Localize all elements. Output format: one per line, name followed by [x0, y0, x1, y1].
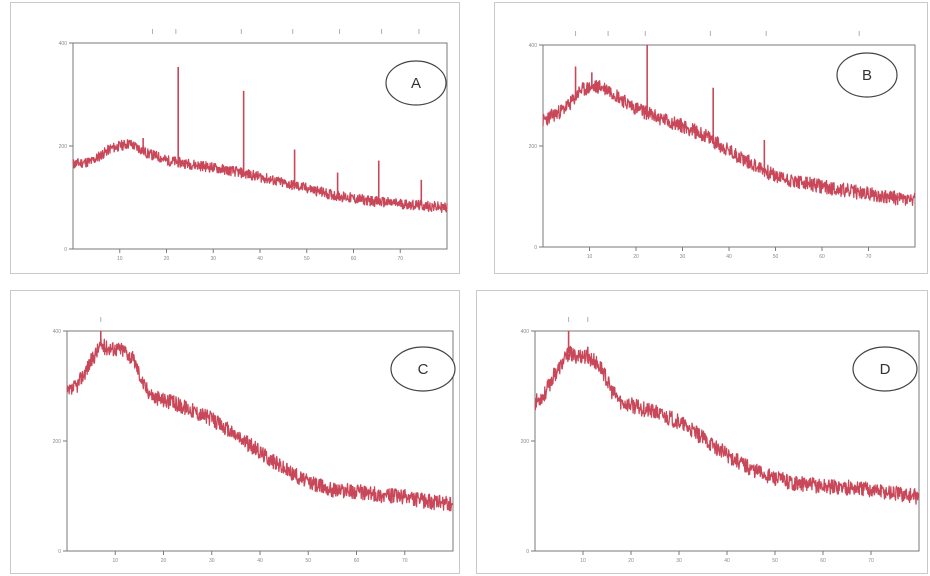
panel-a: 10 20 30 40 50 60 70 0 200 400 A — [10, 2, 460, 274]
chart-d-x-tick-label: 20 — [628, 558, 634, 564]
chart-d-x-tick-label: 30 — [676, 558, 682, 564]
chart-c-svg: 10 20 30 40 50 60 70 0 200 400 C — [53, 317, 456, 564]
chart-d-y-tick-label: 200 — [521, 439, 530, 445]
chart-c-label-ellipse — [390, 346, 456, 392]
chart-a-x-tick-label: 70 — [397, 256, 403, 262]
chart-d-y-tick-label: 0 — [526, 549, 529, 555]
chart-c-x-tick-label: 50 — [305, 558, 311, 564]
chart-d-panel-label: D — [880, 361, 891, 378]
chart-b-svg: 10 20 30 40 50 60 70 0 200 400 B — [529, 31, 916, 260]
panel-c: 10 20 30 40 50 60 70 0 200 400 C — [10, 290, 460, 574]
chart-a-label-ellipse — [385, 60, 447, 106]
chart-b-label-ellipse — [836, 52, 898, 98]
chart-b-x-tick-label: 70 — [866, 254, 872, 260]
chart-b-y-tick-label: 200 — [529, 144, 538, 150]
chart-a-y-tick-label: 400 — [59, 41, 68, 47]
chart-c-y-tick-label: 200 — [53, 439, 62, 445]
chart-c-x-tick-label: 30 — [209, 558, 215, 564]
chart-c-x-tick-label: 20 — [161, 558, 167, 564]
chart-a-y-tick-label: 0 — [64, 247, 67, 253]
chart-a-x-tick-label: 10 — [117, 256, 123, 262]
chart-b-panel-label: B — [862, 67, 872, 84]
chart-a-x-tick-label: 20 — [164, 256, 170, 262]
chart-c-y-tick-label: 0 — [58, 549, 61, 555]
chart-b-x-tick-label: 40 — [726, 254, 732, 260]
chart-d-x-tick-label: 70 — [868, 558, 874, 564]
chart-b-x-tick-label: 50 — [773, 254, 779, 260]
panel-d: 10 20 30 40 50 60 70 0 200 400 D — [476, 290, 928, 574]
chart-a-x-tick-label: 50 — [304, 256, 310, 262]
chart-a-x-tick-label: 30 — [210, 256, 216, 262]
chart-c-panel-label: C — [418, 361, 429, 378]
chart-c-x-tick-label: 40 — [257, 558, 263, 564]
chart-a-trace — [72, 139, 448, 214]
chart-a-x-tick-label: 40 — [257, 256, 263, 262]
chart-d-x-tick-label: 10 — [580, 558, 586, 564]
chart-c-x-tick-label: 70 — [402, 558, 408, 564]
chart-a-svg: 10 20 30 40 50 60 70 0 200 400 A — [59, 29, 448, 262]
chart-c-trace — [66, 337, 454, 512]
chart-d-x-tick-label: 60 — [820, 558, 826, 564]
chart-a-x-tick-label: 60 — [351, 256, 357, 262]
chart-b-x-tick-label: 10 — [587, 254, 593, 260]
chart-b-x-tick-label: 30 — [680, 254, 686, 260]
chart-a-panel-label: A — [411, 75, 421, 92]
chart-b-x-tick-label: 20 — [633, 254, 639, 260]
chart-d-x-tick-label: 40 — [724, 558, 730, 564]
chart-d-y-tick-label: 400 — [521, 329, 530, 335]
chart-d-svg: 10 20 30 40 50 60 70 0 200 400 D — [521, 317, 920, 564]
chart-c-plot-frame — [66, 330, 454, 552]
chart-c-y-tick-label: 400 — [53, 329, 62, 335]
chart-a-y-tick-label: 200 — [59, 144, 68, 150]
chart-d-x-tick-label: 50 — [772, 558, 778, 564]
chart-b-y-tick-label: 400 — [529, 43, 538, 49]
chart-b-x-tick-label: 60 — [819, 254, 825, 260]
chart-d-label-ellipse — [852, 346, 918, 392]
chart-b-y-tick-label: 0 — [534, 245, 537, 251]
panel-b: 10 20 30 40 50 60 70 0 200 400 B — [494, 2, 928, 274]
chart-b-trace — [542, 79, 916, 206]
chart-c-x-tick-label: 10 — [112, 558, 118, 564]
chart-c-x-tick-label: 60 — [354, 558, 360, 564]
chart-a-plot-frame — [72, 42, 448, 250]
chart-d-trace — [534, 345, 920, 505]
